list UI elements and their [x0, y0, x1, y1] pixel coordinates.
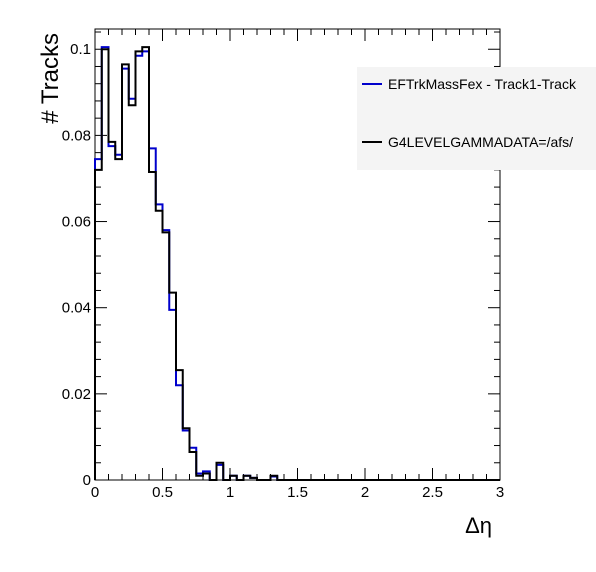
x-tick-label: 0.5	[152, 484, 173, 501]
x-tick-label: 0	[91, 484, 99, 501]
x-axis-label: Δη	[465, 513, 492, 538]
y-tick-label: 0	[83, 472, 91, 489]
legend: EFTrkMassFex - Track1-Track G4LEVELGAMMA…	[357, 67, 596, 170]
y-tick-label: 0.08	[62, 127, 91, 144]
y-axis-label: # Tracks	[37, 33, 64, 124]
y-tick-label: 0.06	[62, 214, 91, 231]
x-tick-labels: 0 0.5 1 1.5 2 2.5 3	[91, 484, 504, 501]
legend-label-series-1: EFTrkMassFex - Track1-Track	[388, 76, 577, 92]
histogram-series	[94, 46, 500, 481]
x-tick-label: 1	[226, 484, 234, 501]
x-tick-label: 2.5	[422, 484, 443, 501]
x-tick-label: 2	[361, 484, 369, 501]
y-tick-label: 0.1	[70, 41, 91, 58]
legend-box	[357, 67, 596, 170]
x-tick-label: 3	[496, 484, 504, 501]
y-tick-label: 0.04	[62, 300, 91, 317]
series-2-step-line	[94, 46, 500, 481]
x-tick-label: 1.5	[287, 484, 308, 501]
y-tick-labels: 0 0.02 0.04 0.06 0.08 0.1	[62, 41, 91, 489]
y-tick-label: 0.02	[62, 386, 91, 403]
legend-label-series-2: G4LEVELGAMMADATA=/afs/	[388, 134, 573, 150]
